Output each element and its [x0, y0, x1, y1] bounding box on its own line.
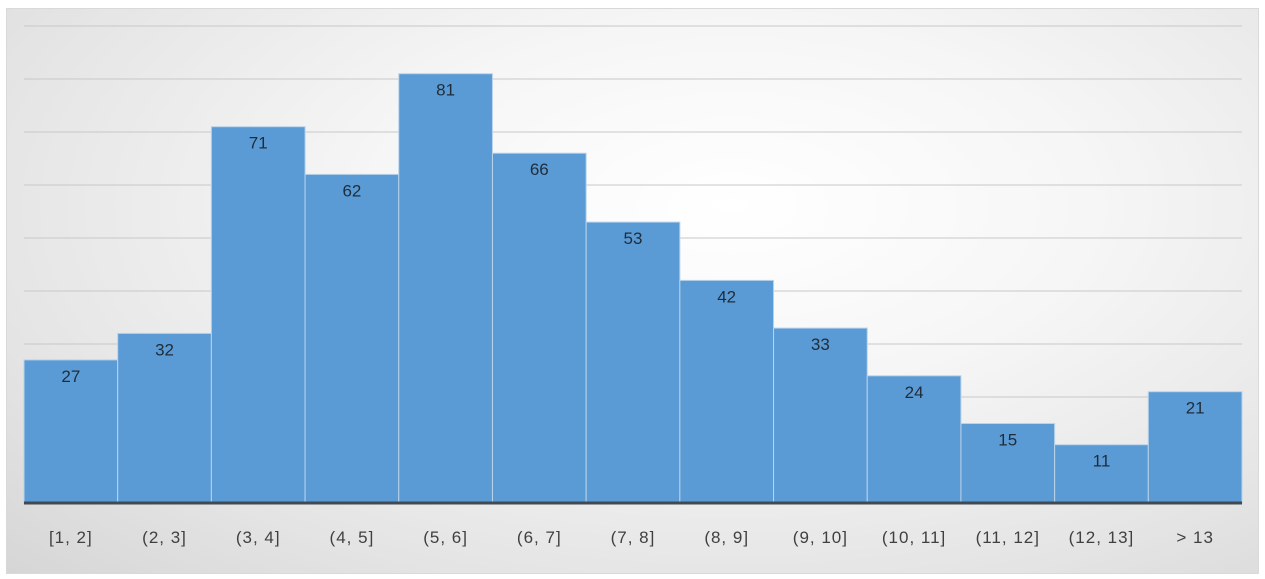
data-label: 15 — [998, 431, 1017, 450]
data-labels: 27 32 71 62 81 66 53 42 33 24 15 11 21 — [61, 81, 1204, 471]
data-label: 81 — [436, 81, 455, 100]
x-tick-label: > 13 — [1176, 528, 1214, 547]
x-tick-labels: [1, 2] (2, 3] (3, 4] (4, 5] (5, 6] (6, 7] (7, … — [49, 528, 1214, 547]
bars — [23, 73, 1243, 504]
data-label: 33 — [811, 335, 830, 354]
x-tick-label: (8, 9] — [704, 528, 749, 547]
bar — [398, 73, 493, 504]
data-label: 62 — [342, 181, 361, 200]
x-tick-label: (4, 5] — [330, 528, 375, 547]
x-tick-label: (10, 11] — [882, 528, 946, 547]
bar — [1054, 444, 1149, 504]
x-tick-label: (9, 10] — [793, 528, 848, 547]
data-label: 66 — [530, 160, 549, 179]
x-tick-label: (6, 7] — [517, 528, 562, 547]
x-tick-label: (7, 8] — [611, 528, 656, 547]
bar — [491, 152, 587, 504]
bar — [1147, 391, 1243, 504]
data-label: 53 — [624, 229, 643, 248]
data-label: 21 — [1186, 399, 1205, 418]
x-tick-label: (2, 3] — [142, 528, 187, 547]
bar — [773, 327, 868, 504]
data-label: 32 — [155, 340, 174, 359]
bar — [585, 221, 681, 504]
bar — [304, 173, 400, 504]
x-tick-label: (5, 6] — [423, 528, 468, 547]
data-label: 42 — [717, 287, 736, 306]
data-label: 11 — [1093, 452, 1111, 471]
bar — [210, 126, 306, 504]
x-tick-label: [1, 2] — [49, 528, 93, 547]
x-tick-label: (11, 12] — [976, 528, 1040, 547]
x-tick-label: (12, 13] — [1069, 528, 1135, 547]
bar — [679, 279, 775, 504]
data-label: 24 — [905, 383, 924, 402]
x-tick-label: (3, 4] — [236, 528, 281, 547]
data-label: 27 — [61, 367, 80, 386]
data-label: 71 — [249, 134, 268, 153]
